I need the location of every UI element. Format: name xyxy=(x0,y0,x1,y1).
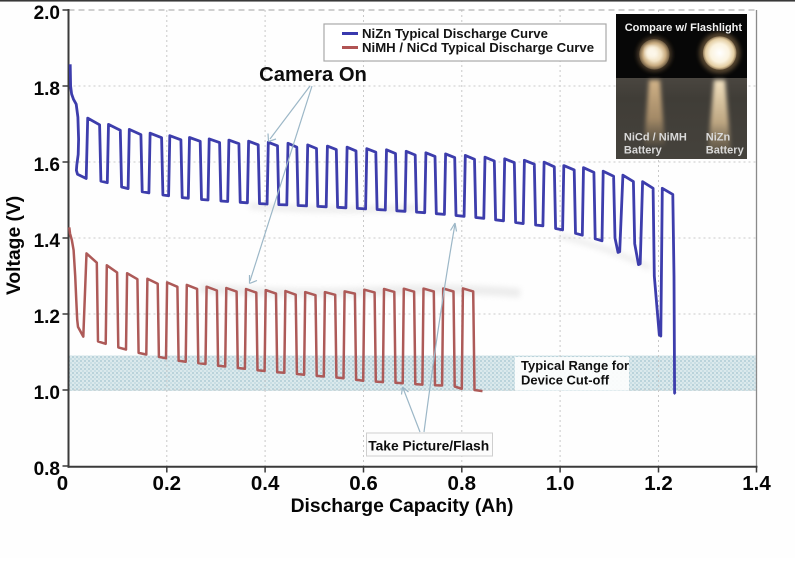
svg-text:Battery: Battery xyxy=(624,145,663,157)
svg-text:NiZn Typical Discharge Curve: NiZn Typical Discharge Curve xyxy=(362,26,548,41)
svg-text:1.2: 1.2 xyxy=(644,472,673,495)
svg-text:1.0: 1.0 xyxy=(34,383,60,404)
svg-text:Camera On: Camera On xyxy=(259,64,367,86)
svg-text:NiCd / NiMH: NiCd / NiMH xyxy=(624,132,687,144)
svg-text:0.4: 0.4 xyxy=(251,472,280,495)
svg-text:Voltage (V): Voltage (V) xyxy=(4,196,25,295)
svg-text:Battery: Battery xyxy=(706,145,745,157)
svg-text:2.0: 2.0 xyxy=(34,3,60,24)
svg-text:Device Cut-off: Device Cut-off xyxy=(521,373,610,388)
svg-text:1.6: 1.6 xyxy=(34,155,60,176)
svg-text:Typical Range for: Typical Range for xyxy=(521,358,629,373)
svg-text:0.8: 0.8 xyxy=(34,459,60,480)
svg-text:Take Picture/Flash: Take Picture/Flash xyxy=(368,439,489,454)
svg-text:Compare w/ Flashlight: Compare w/ Flashlight xyxy=(625,22,743,34)
svg-text:0.6: 0.6 xyxy=(349,472,378,495)
svg-text:1.8: 1.8 xyxy=(34,79,60,100)
svg-text:1.4: 1.4 xyxy=(34,231,61,252)
svg-text:0.8: 0.8 xyxy=(448,472,477,495)
svg-text:1.2: 1.2 xyxy=(34,307,60,328)
svg-text:1.0: 1.0 xyxy=(546,472,575,495)
svg-text:1.4: 1.4 xyxy=(742,472,771,495)
svg-text:0.2: 0.2 xyxy=(153,472,182,495)
svg-text:0: 0 xyxy=(57,472,68,495)
svg-text:NiMH / NiCd Typical Discharge: NiMH / NiCd Typical Discharge Curve xyxy=(362,40,594,55)
svg-text:Discharge Capacity (Ah): Discharge Capacity (Ah) xyxy=(291,496,514,517)
svg-text:NiZn: NiZn xyxy=(706,132,731,144)
